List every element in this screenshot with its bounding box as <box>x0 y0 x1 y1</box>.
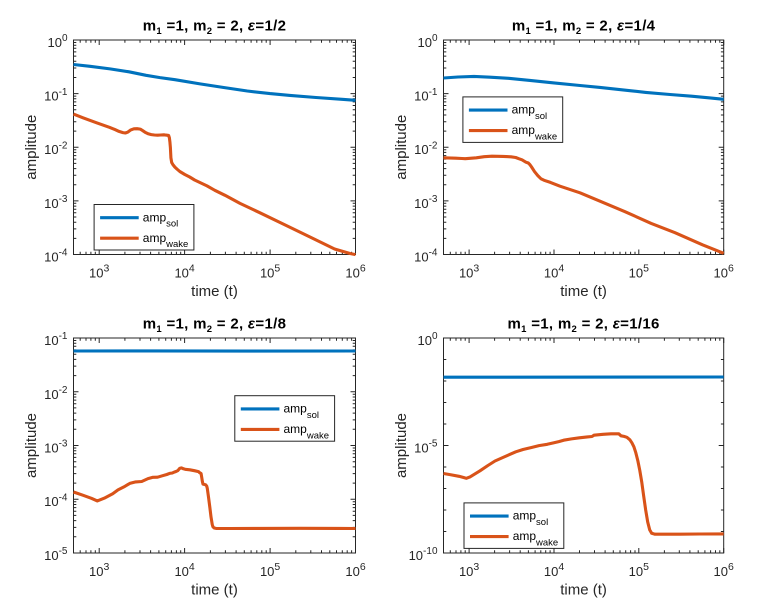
svg-text:time (t): time (t) <box>560 582 607 599</box>
svg-text:m1 =1, m2 = 2, ε=1/4: m1 =1, m2 = 2, ε=1/4 <box>512 17 656 37</box>
svg-text:time (t): time (t) <box>191 283 238 300</box>
svg-text:amplitude: amplitude <box>393 413 410 478</box>
svg-text:time (t): time (t) <box>191 582 238 599</box>
svg-text:amplitude: amplitude <box>393 115 410 180</box>
svg-text:m1 =1, m2 = 2, ε=1/8: m1 =1, m2 = 2, ε=1/8 <box>143 315 286 335</box>
svg-text:m1 =1, m2 = 2, ε=1/2: m1 =1, m2 = 2, ε=1/2 <box>143 17 286 37</box>
svg-text:amplitude: amplitude <box>23 115 40 180</box>
svg-text:amplitude: amplitude <box>23 413 40 478</box>
svg-text:m1 =1, m2 = 2, ε=1/16: m1 =1, m2 = 2, ε=1/16 <box>508 315 660 335</box>
svg-text:time (t): time (t) <box>560 283 607 300</box>
